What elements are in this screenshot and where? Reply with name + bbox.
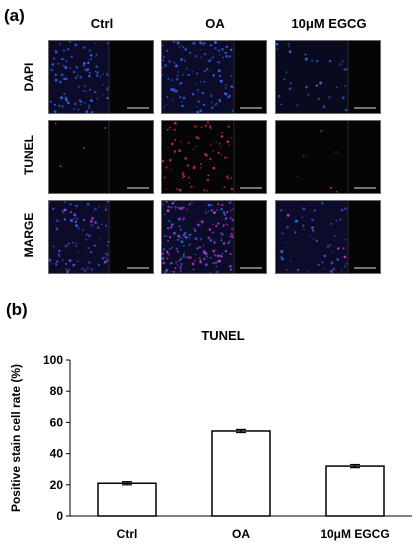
column-label-ctrl: Ctrl [90,16,114,31]
y-tick-label: 80 [50,384,64,398]
micrograph-dapi-egcg [275,40,381,114]
row-label-marge: MARGE [22,212,36,258]
x-tick-label: OA [232,527,250,541]
bar-0 [97,482,157,517]
x-tick-label: Ctrl [117,527,138,541]
bar-2 [325,465,385,517]
panel-a-label: (a) [4,6,25,25]
tunel-bar-chart: TUNEL 0 20 40 60 80 100 Positive stain cell rat… [9,328,412,541]
x-tick-label: 10μM EGCG [320,527,389,541]
panel-b-label: (b) [6,300,28,319]
y-tick-label: 20 [50,478,64,492]
micrograph-dapi-oa [161,40,267,114]
row-label-dapi: DAPI [22,62,36,92]
chart-title: TUNEL [201,328,244,343]
y-tick-label: 40 [50,447,64,461]
micrograph-tunel-ctrl [48,120,154,194]
micrograph-marge-egcg [275,200,381,274]
y-tick-label: 60 [50,415,64,429]
micrograph-tunel-egcg [275,120,381,194]
micrograph-tunel-oa [161,120,267,194]
micrograph-marge-oa [161,200,267,274]
column-label-oa: OA [205,16,225,31]
micrograph-marge-ctrl [48,200,154,274]
y-tick-label: 0 [56,509,63,523]
bar-1 [211,430,271,517]
micrograph-dapi-ctrl [48,40,154,114]
y-axis-label: Positive stain cell rate (%) [9,364,23,512]
y-tick-label: 100 [43,353,63,367]
column-label-egcg: 10μM EGCG [291,16,367,31]
row-label-tunel: TUNEL [22,135,36,175]
